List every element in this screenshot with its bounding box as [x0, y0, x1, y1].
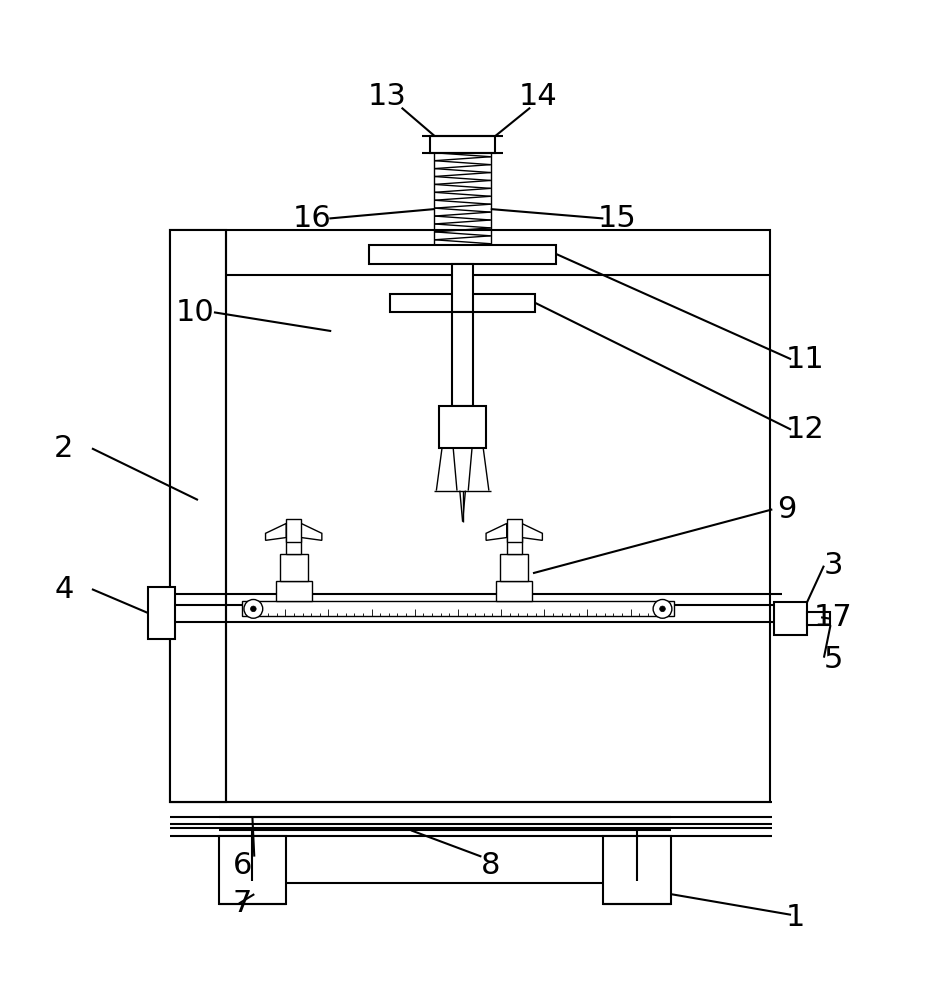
- Text: 8: 8: [481, 851, 500, 880]
- Polygon shape: [265, 523, 286, 540]
- Polygon shape: [301, 523, 322, 540]
- Bar: [276, 581, 312, 601]
- Bar: [219, 836, 286, 904]
- Circle shape: [250, 606, 256, 612]
- Text: 10: 10: [176, 298, 214, 327]
- Bar: [286, 538, 301, 554]
- Bar: [148, 587, 175, 639]
- Polygon shape: [486, 523, 507, 540]
- Bar: [170, 230, 227, 802]
- Bar: [507, 538, 522, 554]
- Text: 13: 13: [368, 82, 407, 111]
- Text: 15: 15: [598, 204, 637, 233]
- Text: 11: 11: [785, 345, 824, 374]
- Text: 1: 1: [786, 903, 805, 932]
- Bar: [807, 612, 831, 625]
- Text: 16: 16: [293, 204, 332, 233]
- Bar: [390, 294, 535, 312]
- Circle shape: [244, 599, 262, 618]
- Bar: [242, 601, 674, 616]
- Text: 9: 9: [777, 495, 796, 524]
- Text: 6: 6: [232, 851, 252, 880]
- Text: 14: 14: [518, 82, 557, 111]
- Bar: [452, 264, 473, 312]
- Bar: [774, 602, 807, 635]
- Text: 2: 2: [54, 434, 74, 463]
- Circle shape: [660, 606, 666, 612]
- Text: 5: 5: [823, 645, 843, 674]
- Text: 4: 4: [54, 575, 74, 604]
- Bar: [430, 136, 496, 153]
- Bar: [497, 581, 532, 601]
- Bar: [286, 519, 301, 542]
- Text: 3: 3: [823, 551, 843, 580]
- Bar: [452, 312, 473, 406]
- Bar: [369, 245, 556, 264]
- Bar: [170, 230, 770, 802]
- Bar: [500, 554, 529, 581]
- Polygon shape: [522, 523, 543, 540]
- Circle shape: [653, 599, 672, 618]
- Bar: [507, 519, 522, 542]
- Bar: [603, 836, 671, 904]
- Text: 12: 12: [785, 415, 824, 444]
- Text: 7: 7: [232, 889, 252, 918]
- Text: 17: 17: [814, 603, 852, 632]
- Bar: [439, 406, 486, 448]
- Bar: [279, 554, 308, 581]
